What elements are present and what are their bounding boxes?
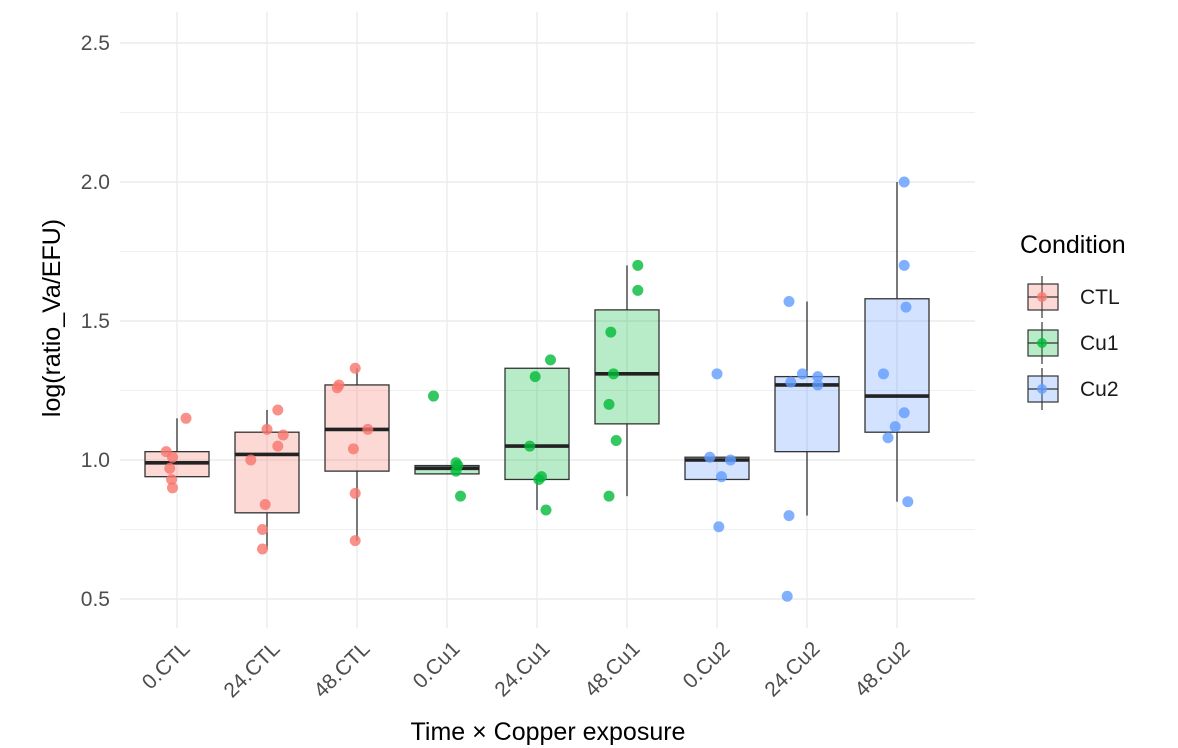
x-tick-label: 0.CTL [138, 637, 195, 694]
legend-title: Condition [1020, 231, 1126, 259]
data-point [889, 421, 901, 433]
data-point [781, 590, 793, 602]
data-point [713, 521, 725, 533]
data-point [259, 498, 271, 510]
data-point [882, 432, 894, 444]
x-tick-label: 48.CTL [310, 637, 375, 702]
x-tick-label: 0.Cu2 [679, 637, 735, 693]
data-point [902, 496, 914, 508]
data-point [632, 259, 644, 271]
data-point [725, 454, 736, 466]
data-point [349, 487, 361, 499]
y-tick-label: 2.5 [81, 32, 110, 55]
y-tick-label: 1.0 [81, 449, 110, 472]
legend-label: Cu2 [1080, 378, 1119, 401]
data-point [524, 440, 536, 452]
data-point [529, 371, 541, 383]
y-tick-label: 0.5 [81, 588, 110, 611]
legend-label: CTL [1080, 286, 1120, 309]
data-point [331, 382, 343, 394]
data-point [603, 490, 615, 502]
y-tick-label: 2.0 [81, 171, 110, 194]
data-point [180, 412, 192, 424]
data-point [898, 259, 910, 271]
boxplot-0.CTL [144, 418, 210, 478]
data-point [610, 435, 622, 447]
x-tick-label: 24.CTL [220, 637, 285, 702]
boxplots [144, 182, 930, 549]
x-tick-label: 48.Cu2 [850, 637, 914, 701]
data-point [797, 368, 808, 380]
box [864, 298, 930, 433]
legend-keys: CTL Cu1 Cu2 [1027, 276, 1120, 410]
legend: Condition CTL Cu1 Cu2 [1020, 231, 1126, 410]
data-point [812, 371, 824, 383]
data-point [900, 301, 912, 313]
legend-label: Cu1 [1080, 332, 1119, 355]
data-point [785, 376, 797, 388]
boxplot-0.Cu1 [414, 464, 480, 475]
y-tick-label: 1.5 [81, 310, 110, 333]
data-point [711, 368, 723, 380]
boxplot-24.Cu2 [774, 301, 840, 516]
data-point [166, 473, 178, 485]
boxplot-24.Cu1 [504, 367, 570, 511]
data-point [608, 368, 619, 380]
data-point [632, 284, 644, 296]
data-point [812, 379, 824, 391]
data-point [257, 543, 268, 555]
data-point [261, 423, 273, 435]
data-point [245, 454, 257, 466]
boxplot-48.CTL [324, 368, 390, 541]
data-point [347, 443, 359, 455]
data-point [257, 524, 268, 535]
legend-key-cu2: Cu2 [1027, 368, 1119, 410]
data-point [603, 398, 615, 410]
data-point [428, 390, 439, 402]
data-point [167, 482, 178, 494]
data-point [362, 423, 374, 435]
data-point [349, 535, 361, 547]
x-tick-label: 48.Cu1 [580, 637, 644, 701]
x-tick-label: 0.Cu1 [409, 637, 465, 693]
data-points [160, 176, 914, 602]
grid-lines [120, 12, 975, 628]
boxplot-48.Cu2 [864, 182, 930, 502]
data-point [450, 465, 462, 477]
data-point [545, 354, 556, 366]
data-point [878, 368, 889, 380]
x-tick-label: 24.Cu2 [760, 637, 824, 701]
data-point [783, 510, 795, 522]
legend-point [1037, 292, 1047, 302]
box [504, 367, 570, 481]
data-point [272, 404, 284, 416]
y-axis-title: log(ratio_Va/EFU) [38, 219, 66, 417]
data-point [533, 473, 545, 485]
data-point [898, 407, 910, 419]
data-point [783, 296, 795, 308]
x-axis-title: Time × Copper exposure [411, 718, 686, 746]
box [774, 375, 840, 453]
legend-point [1037, 384, 1047, 394]
legend-key-ctl: CTL [1027, 276, 1120, 318]
legend-point [1037, 338, 1047, 348]
data-point [164, 462, 176, 474]
x-tick-labels: 0.CTL 24.CTL 48.CTL 0.Cu1 24.Cu1 48.Cu1 0.Cu2 2… [138, 637, 915, 702]
data-point [272, 440, 284, 452]
data-point [349, 362, 361, 374]
data-point [455, 490, 466, 502]
data-point [716, 471, 727, 483]
data-point [277, 429, 289, 441]
data-point [167, 451, 178, 463]
legend-key-cu1: Cu1 [1027, 322, 1119, 364]
data-point [704, 451, 716, 463]
data-point [898, 176, 910, 188]
data-point [540, 504, 552, 516]
data-point [605, 326, 617, 338]
x-tick-label: 24.Cu1 [490, 637, 554, 701]
y-tick-labels: 0.5 1.0 1.5 2.0 2.5 [81, 32, 110, 611]
boxplot-48.Cu1 [594, 265, 660, 497]
